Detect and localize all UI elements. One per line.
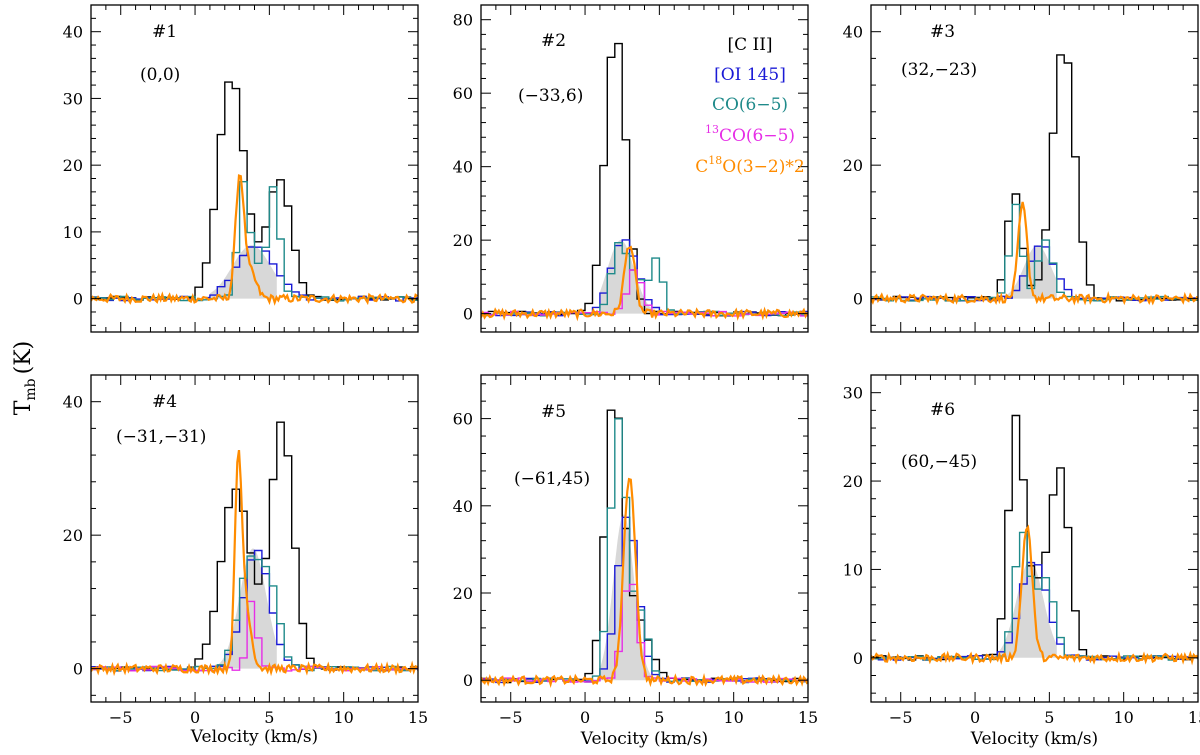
oi-integrated-fill <box>989 560 1057 658</box>
panel-id: #3 <box>930 22 955 42</box>
x-tick-label: 0 <box>970 708 980 727</box>
panel-position: (−31,−31) <box>116 427 206 447</box>
legend-item-c18o: C18O(3−2)*2 <box>695 154 804 177</box>
x-tick-label: 15 <box>408 708 428 727</box>
panels-grid: 0 10 20 30 40 #1 (0,0) 0 20 40 60 80 #2 (−33,6) 0 20 40 #… <box>63 4 1200 749</box>
panel-position: (−61,45) <box>514 469 590 489</box>
x-tick-label: −5 <box>889 708 913 727</box>
legend-label: O(3−2)*2 <box>722 157 804 177</box>
x-tick-label: −5 <box>499 708 523 727</box>
panel-id: #5 <box>541 402 566 422</box>
x-axis-label: Velocity (km/s) <box>190 727 318 747</box>
y-tick-label: 0 <box>73 290 83 309</box>
panel-id: #1 <box>152 22 177 42</box>
y-tick-label: 60 <box>453 410 473 429</box>
x-tick-label: 15 <box>798 708 818 727</box>
panel-position: (0,0) <box>140 65 180 85</box>
y-tick-label: 20 <box>843 472 863 491</box>
y-tick-label: 0 <box>463 671 473 690</box>
legend-superscript: 18 <box>708 154 722 167</box>
panel-position: (60,−45) <box>901 452 977 472</box>
series-c18o <box>91 449 418 677</box>
x-tick-label: 10 <box>334 708 354 727</box>
x-tick-label: 0 <box>580 708 590 727</box>
panel-id: #6 <box>930 400 955 420</box>
y-tick-label: 0 <box>853 290 863 309</box>
x-axis-label: Velocity (km/s) <box>970 729 1098 749</box>
legend-item-c13o: 13CO(6−5) <box>705 123 795 146</box>
plot-area <box>91 81 418 306</box>
legend-item-cii: [C II] <box>727 35 772 55</box>
y-tick-label: 10 <box>63 223 83 242</box>
y-tick-label: 20 <box>63 526 83 545</box>
panel-id: #4 <box>152 392 177 412</box>
y-tick-label: 20 <box>843 156 863 175</box>
panel-position: (−33,6) <box>518 86 583 106</box>
oi-integrated-fill <box>599 514 667 681</box>
spectrum-panel-6: −5 0 5 10 15 0 10 20 30 Velocity (km/s) #6 (60,−45) <box>843 374 1200 749</box>
y-axis-title-symbol: T <box>11 400 36 415</box>
oi-integrated-fill <box>599 240 667 314</box>
plot-area <box>91 421 418 677</box>
series-c18o <box>481 477 808 688</box>
oi-integrated-fill <box>209 245 277 299</box>
y-tick-label: 20 <box>453 231 473 250</box>
panel-id: #2 <box>541 31 566 51</box>
y-tick-label: 0 <box>73 660 83 679</box>
y-axis-title-subscript: mb <box>23 378 39 400</box>
y-tick-label: 30 <box>843 384 863 403</box>
y-tick-label: 0 <box>853 649 863 668</box>
spectrum-panel-4: −5 0 5 10 15 0 20 40 #4 (−31,−31) Velocity (km/s) <box>63 374 428 747</box>
x-tick-label: 15 <box>1188 708 1200 727</box>
x-tick-label: 5 <box>1044 708 1054 727</box>
plot-area <box>481 409 808 688</box>
y-tick-label: 10 <box>843 560 863 579</box>
legend-item-oi: [OI 145] <box>714 65 786 85</box>
series-c18o <box>481 245 808 322</box>
y-tick-label: 40 <box>453 497 473 516</box>
x-axis-label: Velocity (km/s) <box>580 729 708 749</box>
plot-area <box>871 54 1198 306</box>
y-tick-label: 40 <box>63 23 83 42</box>
y-tick-label: 40 <box>63 393 83 412</box>
spectrum-panel-1: 0 10 20 30 40 #1 (0,0) <box>63 4 419 333</box>
y-tick-label: 0 <box>463 305 473 324</box>
x-tick-label: 5 <box>264 708 274 727</box>
x-tick-label: 0 <box>190 708 200 727</box>
x-tick-label: 10 <box>1114 708 1134 727</box>
series-c18o <box>871 201 1198 306</box>
y-tick-label: 20 <box>63 156 83 175</box>
y-tick-label: 40 <box>453 158 473 177</box>
x-tick-label: −5 <box>109 708 133 727</box>
plot-area <box>871 414 1198 666</box>
series-c18o <box>871 524 1198 666</box>
spectrum-panel-5: −5 0 5 10 15 0 20 40 60 Velocity (km/s) #5 (−61,45) <box>453 374 818 749</box>
legend: [C II][OI 145]CO(6−5)13CO(6−5)C18O(3−2)*… <box>695 35 804 177</box>
legend-prefix: C <box>695 157 708 177</box>
legend-superscript: 13 <box>705 123 719 136</box>
oi-integrated-fill <box>989 245 1057 299</box>
y-tick-label: 20 <box>453 584 473 603</box>
y-tick-label: 60 <box>453 84 473 103</box>
y-tick-label: 30 <box>63 89 83 108</box>
series-c18o <box>91 174 418 306</box>
y-axis-title-unit: (K) <box>11 341 36 375</box>
y-tick-label: 80 <box>453 11 473 30</box>
series-cii <box>871 414 1198 661</box>
y-axis-title: Tmb (K) <box>11 341 39 416</box>
legend-item-co65: CO(6−5) <box>712 95 788 115</box>
legend-label: CO(6−5) <box>719 126 795 146</box>
spectrum-panel-3: 0 20 40 #3 (32,−23) <box>843 4 1199 333</box>
spectrum-panel-2: 0 20 40 60 80 #2 (−33,6) <box>453 4 809 333</box>
x-tick-label: 10 <box>724 708 744 727</box>
panel-position: (32,−23) <box>901 60 977 80</box>
plot-area <box>481 42 808 322</box>
x-tick-label: 5 <box>654 708 664 727</box>
y-tick-label: 40 <box>843 23 863 42</box>
